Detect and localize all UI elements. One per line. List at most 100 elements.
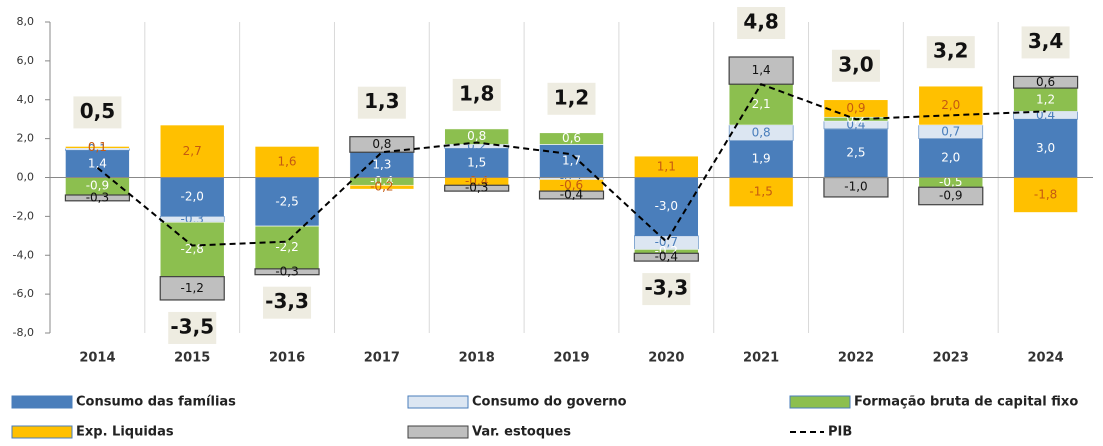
pib-label: -3,3 — [644, 276, 688, 300]
pib-label: -3,5 — [170, 314, 214, 338]
legend-label: PIB — [828, 425, 852, 440]
data-label: 2,7 — [183, 144, 202, 158]
bar-segment — [254, 146, 320, 178]
data-label: 1,4 — [752, 63, 771, 77]
data-label: 0,8 — [467, 129, 486, 143]
pib-label-box — [642, 273, 691, 306]
data-label: -0,3 — [465, 181, 488, 195]
bar-segment — [64, 194, 131, 202]
bar-segment — [918, 186, 984, 206]
pib-label: 3,2 — [933, 39, 968, 63]
pib-label-box — [737, 6, 786, 39]
data-label: 2,1 — [752, 97, 771, 111]
y-tick-label: -2,0 — [13, 209, 34, 222]
data-label: 1,7 — [562, 153, 581, 167]
data-label: -2,5 — [275, 194, 298, 208]
bar-segment — [444, 184, 510, 192]
x-tick-label: 2018 — [459, 351, 495, 366]
data-label: 0,9 — [846, 101, 865, 115]
x-tick-label: 2022 — [838, 351, 874, 366]
pib-label-box — [73, 96, 122, 129]
y-tick-label: -4,0 — [13, 248, 34, 261]
data-label: 2,0 — [941, 151, 960, 165]
data-label: -0,9 — [939, 188, 962, 202]
data-label: 2,0 — [941, 98, 960, 112]
legend-swatch — [407, 425, 469, 439]
pib-label-box — [547, 82, 596, 115]
bar-segment — [159, 177, 225, 217]
data-label: -0,4 — [560, 187, 583, 201]
bar-segment — [539, 132, 604, 145]
bar-segment — [1012, 75, 1079, 89]
pib-label-box — [168, 311, 217, 344]
bar-segment — [444, 128, 509, 145]
x-tick-label: 2020 — [648, 351, 684, 366]
data-label: -0,4 — [655, 250, 678, 264]
pib-label: 3,4 — [1028, 29, 1063, 53]
x-tick-label: 2015 — [174, 351, 210, 366]
legend-label: Consumo do governo — [472, 395, 627, 410]
data-label: 1,3 — [372, 157, 391, 171]
data-label: 1,1 — [657, 159, 676, 173]
data-label: 1,4 — [88, 156, 107, 170]
data-label: 0,1 — [88, 142, 107, 156]
x-tick-label: 2014 — [79, 351, 115, 366]
data-label: 1,6 — [277, 154, 296, 168]
y-tick-label: 6,0 — [17, 54, 35, 67]
x-tick-label: 2024 — [1027, 351, 1063, 366]
legend-label: Formação bruta de capital fixo — [854, 395, 1078, 410]
data-label: 0,8 — [372, 137, 391, 151]
bar-segment — [65, 146, 130, 149]
data-label: 0,6 — [1036, 75, 1055, 89]
data-label: -3,0 — [655, 199, 678, 213]
data-label: 0,7 — [941, 124, 960, 138]
bar-segment — [1013, 177, 1078, 213]
y-tick-label: 8,0 — [17, 15, 35, 28]
data-label: -2,2 — [275, 240, 298, 254]
data-label: -2,0 — [181, 189, 204, 203]
pib-label-box — [263, 286, 312, 319]
pib-label: 3,0 — [838, 52, 873, 76]
legend-label: Var. estoques — [472, 425, 571, 440]
pib-label: 4,8 — [743, 9, 778, 33]
bar-segment — [728, 56, 794, 85]
bar-segment — [539, 144, 604, 178]
y-tick-label: 0,0 — [17, 171, 35, 184]
pib-line — [96, 82, 1046, 247]
data-label: -0,3 — [275, 264, 298, 278]
pib-label: 0,5 — [80, 99, 115, 123]
y-tick-label: 4,0 — [17, 93, 35, 106]
y-tick-label: -8,0 — [13, 326, 34, 339]
data-label: 1,2 — [1036, 92, 1055, 106]
pib-label-box — [1021, 26, 1070, 59]
y-tick-label: -6,0 — [13, 287, 34, 300]
data-label: -0,3 — [86, 190, 109, 204]
x-tick-label: 2023 — [933, 351, 969, 366]
pib-label: 1,3 — [364, 89, 399, 113]
bar-segment — [633, 252, 699, 262]
x-tick-label: 2021 — [743, 351, 779, 366]
data-label: 1,9 — [752, 152, 771, 166]
data-label: -0,7 — [655, 235, 678, 249]
data-label: 0,6 — [562, 131, 581, 145]
legend-swatch — [11, 395, 73, 409]
data-label: 0,8 — [752, 125, 771, 139]
bar-segment — [159, 124, 225, 178]
pib-label-box — [357, 86, 406, 119]
data-label: -0,9 — [86, 179, 109, 193]
bar-segment — [349, 184, 415, 190]
bar-segment — [159, 276, 225, 301]
pib-label-box — [452, 78, 501, 111]
x-tick-label: 2016 — [269, 351, 305, 366]
data-label: 1,5 — [467, 155, 486, 169]
legend-swatch — [11, 425, 73, 439]
bar-segment — [159, 221, 225, 277]
data-label: -1,8 — [1034, 187, 1057, 201]
data-label: -1,0 — [844, 180, 867, 194]
y-tick-label: 2,0 — [17, 132, 35, 145]
legend-swatch — [407, 395, 469, 409]
legend-label: Exp. Liquidas — [76, 425, 174, 440]
pib-label-box — [831, 49, 880, 82]
pib-label: 1,8 — [459, 81, 494, 105]
